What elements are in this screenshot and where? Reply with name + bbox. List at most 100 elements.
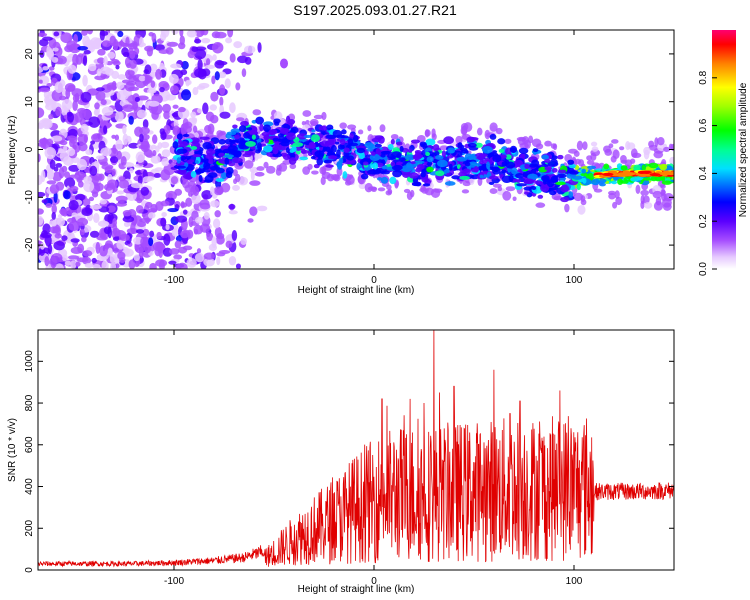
spectrogram-cell [124,57,131,67]
spectrogram-cell [168,73,179,84]
spectrogram-cell [648,144,659,151]
spectrogram-cell [446,172,452,177]
spectrogram-cell [172,141,179,149]
spectrogram-cell [90,140,96,145]
spectrogram-cell [335,141,340,145]
spectrogram-cell [83,49,91,55]
spectrogram-cell [93,213,100,224]
spectrogram-cell [67,147,76,157]
spectrogram-cell [180,155,187,160]
spectrogram-cell [519,152,526,159]
spectrogram-cell [143,149,153,157]
spectrogram-cell [342,171,348,179]
spectrogram-cell [581,168,586,174]
spectrogram-cell [568,148,578,154]
x-tick-label: 100 [566,576,583,587]
spectrogram-cell [497,138,506,145]
spectrogram-cell [203,257,215,267]
spectrogram-cell [116,81,125,90]
spectrogram-cell [311,170,319,175]
spectrogram-cell [603,163,610,170]
spectrogram-cell [152,150,157,157]
spectrogram-cell [214,210,221,218]
spectrogram-cell [199,136,210,140]
spectrogram-cell [431,133,437,141]
spectrogram-cell [262,124,272,132]
spectrogram-cell [180,141,189,148]
spectrogram-cell [263,145,273,153]
spectrogram-cell [48,113,54,120]
spectrogram-cell [377,187,386,192]
spectrogram-cell [264,138,270,144]
spectrogram-cell [201,189,213,200]
spectrogram-cell [229,139,239,143]
spectrogram-cell [468,136,479,141]
spectrogram-cell [633,164,641,170]
spectrogram-cell [339,122,347,129]
spectrogram-cell [551,167,558,173]
spectrogram-cell [135,151,146,163]
spectrogram-cell [238,125,247,133]
spectrogram-cell [301,120,306,126]
spectrogram-cell [254,152,259,161]
spectrogram-cell [370,151,376,156]
spectrogram-cell [159,259,165,269]
spectrogram-cell [259,123,264,132]
spectrogram-cell [389,176,397,185]
spectrogram-cell [576,183,581,191]
spectrogram-cell [191,193,201,205]
spectrogram-cell [175,215,188,223]
spectrogram-cell [214,71,220,81]
spectrogram-cell [228,210,238,215]
spectrogram-cell [141,138,150,151]
spectrogram-cell [197,68,207,80]
spectrogram-cell [277,133,285,138]
spectrogram-cell [396,141,403,146]
spectrogram-cell [170,176,179,185]
spectrogram-cell [511,167,518,175]
spectrogram-cell [590,141,598,147]
spectrogram-cell [244,56,252,65]
spectrogram-cell [489,188,498,194]
spectrogram-cell [419,187,426,193]
spectrogram-cell [285,147,290,154]
spectrogram-cell [153,173,162,178]
spectrogram-cell [307,163,313,170]
spectrogram-cell [582,177,587,184]
spectrogram-cell [185,173,193,180]
spectrogram-cell [337,163,343,170]
spectrogram-cell [42,66,49,71]
spectrogram-cell [116,90,129,101]
spectrogram-cell [212,54,217,61]
spectrogram-cell [83,180,95,193]
spectrogram-cell [128,115,134,125]
spectrogram-cell [138,36,144,48]
spectrogram-cell [105,68,114,76]
spectrogram-cell [219,96,224,107]
spectrogram-cell [251,134,256,140]
spectrogram-cell [255,116,265,125]
spectrogram-cell [52,171,62,182]
spectrogram-cell [135,229,145,234]
spectrogram-cell [191,46,199,52]
spectrogram-cell [313,114,324,120]
spectrogram-cell [375,147,381,156]
y-tick-label: -10 [24,190,35,205]
spectrogram-cell [414,160,425,164]
spectrogram-cell [648,162,659,169]
spectrogram-cell [149,230,155,238]
spectrogram-cell [544,166,553,171]
spectrogram-cell [99,245,108,257]
spectrogram-ylabel: Frequency (Hz) [7,116,18,185]
spectrogram-cell [225,240,233,249]
spectrogram-cell [192,186,200,197]
spectrogram-cell [156,243,166,251]
spectrogram-cell [434,155,444,160]
spectrogram-cell [100,99,107,106]
spectrogram-cell [460,126,468,136]
spectrogram-cell [160,169,171,181]
spectrogram-cell [137,175,143,185]
x-tick-label: -100 [164,576,184,587]
spectrogram-cell [63,145,68,152]
